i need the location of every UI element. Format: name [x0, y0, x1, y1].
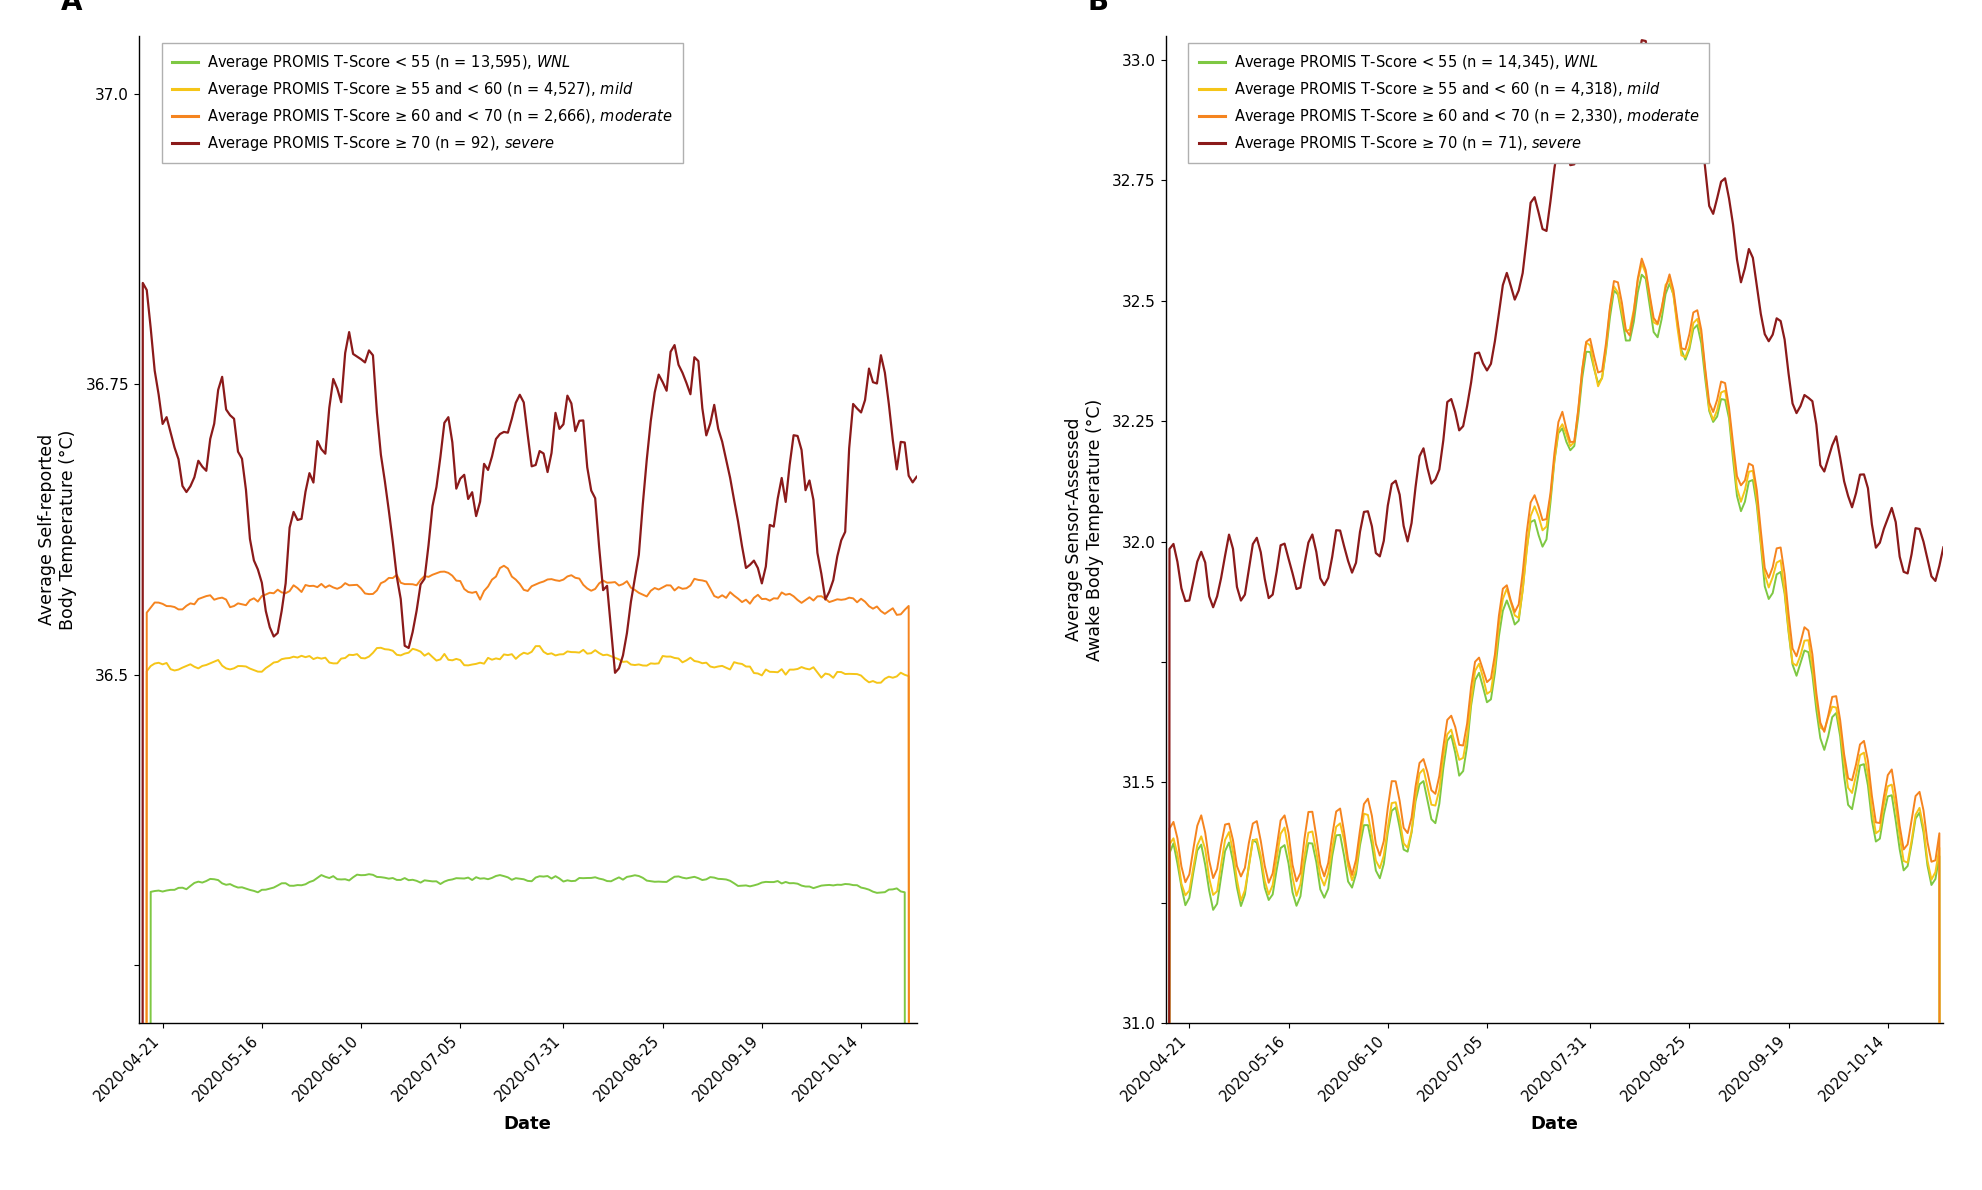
- Y-axis label: Average Sensor-Assessed
Awake Body Temperature (°C): Average Sensor-Assessed Awake Body Tempe…: [1064, 399, 1104, 660]
- X-axis label: Date: Date: [1530, 1115, 1578, 1133]
- Text: B: B: [1088, 0, 1108, 15]
- Y-axis label: Average Self-reported
Body Temperature (°C): Average Self-reported Body Temperature (…: [38, 430, 77, 630]
- Legend: Average PROMIS T-Score < 55 (n = 13,595), $\it{WNL}$, Average PROMIS T-Score ≥ 5: Average PROMIS T-Score < 55 (n = 13,595)…: [163, 43, 682, 163]
- X-axis label: Date: Date: [503, 1115, 551, 1133]
- Text: A: A: [61, 0, 83, 15]
- Legend: Average PROMIS T-Score < 55 (n = 14,345), $\it{WNL}$, Average PROMIS T-Score ≥ 5: Average PROMIS T-Score < 55 (n = 14,345)…: [1187, 43, 1708, 163]
